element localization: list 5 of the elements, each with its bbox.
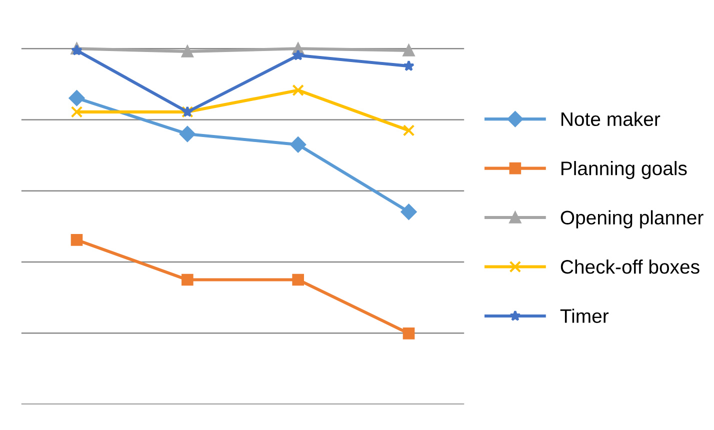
legend-label: Timer xyxy=(560,308,609,323)
legend-label: Planning goals xyxy=(562,161,687,180)
legend-label: Note maker xyxy=(562,112,660,126)
legend-label: Check-off boxes xyxy=(560,259,700,274)
legend-label: Opening planner xyxy=(560,210,704,228)
